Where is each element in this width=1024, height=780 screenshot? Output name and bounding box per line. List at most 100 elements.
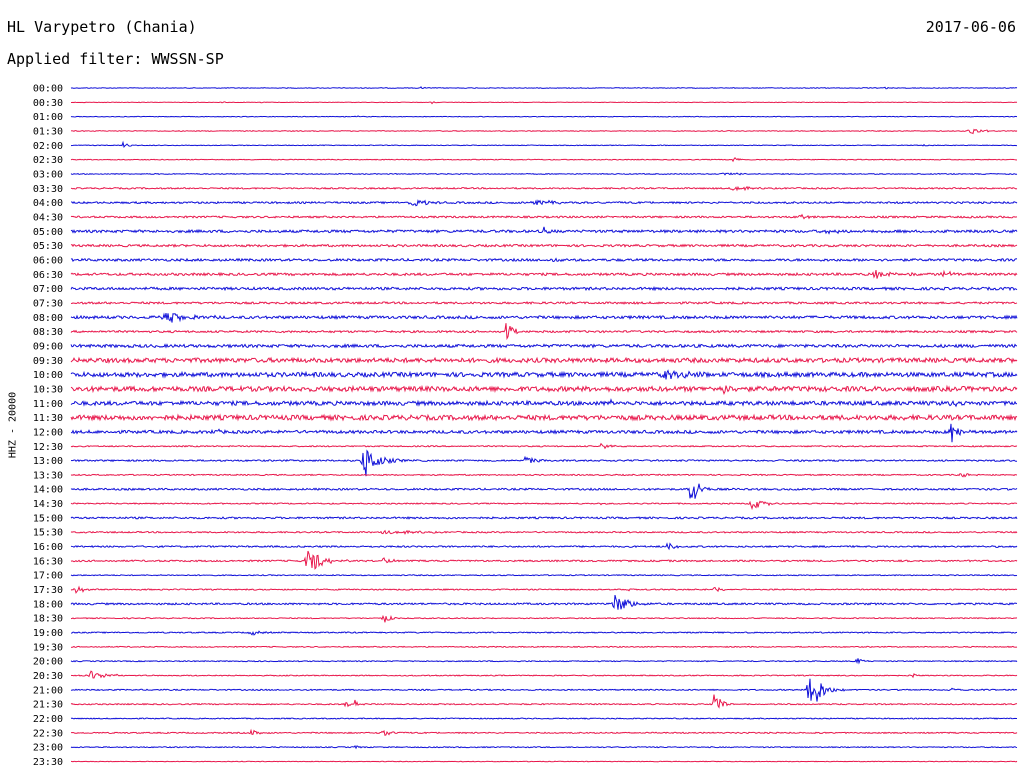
trace-0630 [70, 269, 1018, 279]
trace-1200 [70, 423, 1018, 443]
row-time-label: 16:30 [33, 556, 63, 567]
row-time-label: 00:30 [33, 98, 63, 109]
trace-1630 [70, 550, 1018, 570]
row-time-label: 05:30 [33, 241, 63, 252]
row-time-label: 11:30 [33, 413, 63, 424]
trace-0300 [70, 172, 1018, 176]
row-time-label: 23:00 [33, 743, 63, 754]
row-time-label: 05:00 [33, 227, 63, 238]
trace-0930 [70, 356, 1018, 365]
row-time-label: 04:00 [33, 198, 63, 209]
trace-0230 [70, 156, 1018, 163]
trace-0500 [70, 226, 1018, 235]
row-time-label: 09:00 [33, 341, 63, 352]
trace-1700 [70, 574, 1018, 577]
row-time-label: 22:30 [33, 728, 63, 739]
trace-2200 [70, 717, 1018, 720]
row-time-label: 06:00 [33, 255, 63, 266]
trace-0400 [70, 199, 1018, 207]
trace-2100 [70, 678, 1018, 702]
row-time-label: 00:00 [33, 84, 63, 95]
trace-0130 [70, 128, 1018, 135]
trace-2330 [70, 760, 1018, 763]
trace-0800 [70, 312, 1018, 323]
trace-1130 [70, 413, 1018, 422]
trace-0900 [70, 343, 1018, 349]
row-time-label: 08:00 [33, 313, 63, 324]
row-time-label: 17:30 [33, 585, 63, 596]
row-time-label: 16:00 [33, 542, 63, 553]
trace-1230 [70, 442, 1018, 450]
row-time-label: 01:30 [33, 126, 63, 137]
row-time-label: 07:30 [33, 298, 63, 309]
row-time-label: 21:30 [33, 700, 63, 711]
row-time-label: 18:30 [33, 614, 63, 625]
trace-0030 [70, 101, 1018, 105]
row-time-label: 14:00 [33, 485, 63, 496]
trace-1900 [70, 630, 1018, 636]
trace-2230 [70, 728, 1018, 737]
trace-1400 [70, 483, 1018, 499]
trace-1430 [70, 500, 1018, 511]
row-time-label: 06:30 [33, 270, 63, 281]
trace-1830 [70, 614, 1018, 623]
row-time-label: 03:00 [33, 169, 63, 180]
row-time-label: 20:00 [33, 657, 63, 668]
row-time-label: 13:30 [33, 470, 63, 481]
trace-0100 [70, 115, 1018, 118]
row-time-label: 01:00 [33, 112, 63, 123]
trace-1030 [70, 384, 1018, 395]
trace-1730 [70, 585, 1018, 594]
row-time-label: 03:30 [33, 184, 63, 195]
trace-0330 [70, 185, 1018, 192]
trace-1300 [70, 449, 1018, 477]
row-time-label: 14:30 [33, 499, 63, 510]
row-time-label: 09:30 [33, 356, 63, 367]
row-time-label: 15:00 [33, 513, 63, 524]
row-time-label: 17:00 [33, 571, 63, 582]
row-time-label: 02:00 [33, 141, 63, 152]
trace-0700 [70, 286, 1018, 292]
station-title: HL Varypetro (Chania) [7, 18, 197, 36]
row-time-label: 12:30 [33, 442, 63, 453]
row-time-label: 21:00 [33, 685, 63, 696]
trace-0000 [70, 86, 1018, 90]
trace-2030 [70, 670, 1018, 679]
row-time-label: 08:30 [33, 327, 63, 338]
trace-2000 [70, 658, 1018, 665]
row-time-label: 13:00 [33, 456, 63, 467]
row-time-label: 20:30 [33, 671, 63, 682]
trace-1500 [70, 516, 1018, 520]
row-time-label: 10:30 [33, 384, 63, 395]
trace-0430 [70, 213, 1018, 220]
row-time-label: 07:00 [33, 284, 63, 295]
trace-0730 [70, 301, 1018, 305]
trace-0600 [70, 257, 1018, 263]
row-time-label: 15:30 [33, 528, 63, 539]
row-time-label: 19:00 [33, 628, 63, 639]
row-time-label: 02:30 [33, 155, 63, 166]
row-time-label: 11:00 [33, 399, 63, 410]
date-label: 2017-06-06 [925, 18, 1016, 36]
trace-2300 [70, 745, 1018, 750]
trace-1330 [70, 473, 1018, 478]
trace-1600 [70, 542, 1018, 551]
trace-0530 [70, 243, 1018, 248]
row-time-label: 04:30 [33, 212, 63, 223]
trace-1100 [70, 398, 1018, 408]
trace-0200 [70, 140, 1018, 148]
row-time-label: 18:00 [33, 599, 63, 610]
row-time-label: 12:00 [33, 427, 63, 438]
trace-2130 [70, 694, 1018, 709]
filter-label: Applied filter: WWSSN-SP [7, 50, 224, 68]
trace-1930 [70, 645, 1018, 649]
row-time-label: 19:30 [33, 642, 63, 653]
trace-0830 [70, 323, 1018, 341]
trace-1000 [70, 369, 1018, 380]
row-time-label: 23:30 [33, 757, 63, 768]
row-time-label: 10:00 [33, 370, 63, 381]
trace-1530 [70, 529, 1018, 535]
row-time-label: 22:00 [33, 714, 63, 725]
trace-1800 [70, 594, 1017, 610]
